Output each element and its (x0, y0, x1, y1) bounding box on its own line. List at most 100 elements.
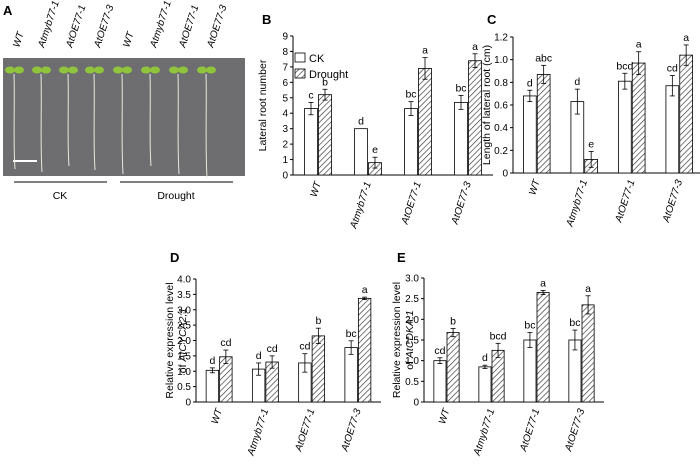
chart-e-ytick-label-4: 2.0 (405, 315, 419, 326)
chart-b-sig-letter-0-3: bc (455, 82, 466, 94)
chart-c-sig-letter-1-1: e (588, 138, 594, 150)
chart-b-sig-letter-0-2: bc (405, 89, 416, 101)
chart-e-category-label-1: Atmyb77-1 (472, 408, 498, 458)
photo-label-6: AtOE77-1 (177, 4, 201, 50)
chart-b-bar-1-0 (318, 94, 332, 176)
chart-b-category-label-2: AtOE77-1 (400, 181, 424, 227)
seedling-leaf-right-2 (68, 66, 78, 74)
photo-label-1: Atmyb77-1 (36, 0, 62, 50)
chart-b-ytick-label-4: 4 (282, 109, 288, 120)
chart-e-bar-1-1 (491, 349, 505, 403)
chart-b-ytick-label-8: 8 (282, 47, 288, 58)
group-label-ck: CK (53, 190, 68, 202)
photo-label-2: AtOE77-1 (64, 4, 88, 50)
chart-c-sig-letter-1-3: a (683, 32, 689, 44)
panel-label-c: C (487, 12, 497, 27)
chart-b-bar-1-3 (468, 60, 482, 176)
seedling-root-7 (205, 73, 208, 179)
chart-c-category-label-1: Atmyb77-1 (564, 179, 590, 229)
chart-e-bar-1-3 (581, 304, 595, 403)
seedling-leaf-right-5 (150, 66, 160, 74)
panel-label-d: D (170, 250, 179, 265)
chart-e-bar-0-0 (433, 360, 447, 403)
seedling-2 (59, 66, 78, 167)
chart-b-sig-letter-1-0: b (322, 76, 328, 88)
chart-c-bar-1-0 (536, 74, 551, 174)
chart-c-ytick-label-1: 0.2 (494, 146, 508, 157)
seedling-4 (113, 66, 132, 175)
chart-b-category-label-3: AtOE77-3 (450, 180, 474, 227)
chart-d-sig-letter-1-0: cd (220, 337, 231, 349)
seedling-leaf-left-4 (113, 66, 123, 74)
seedling-photo (3, 58, 245, 176)
chart-e-sig-letter-1-1: bcd (490, 330, 507, 342)
chart-b-ylabel-0: Lateral root number (257, 59, 269, 151)
seedling-5 (141, 66, 160, 167)
chart-b-ytick-label-9: 9 (282, 32, 288, 43)
seedling-root-2 (67, 73, 70, 167)
chart-c-ytick-label-6: 1.2 (494, 33, 508, 44)
chart-d-ytick-label-0: 0 (185, 398, 191, 409)
chart-d-ytick-label-4: 2.0 (177, 336, 191, 347)
legend-label-drought: Drought (309, 69, 348, 81)
chart-c-ytick-label-0: 0 (502, 169, 508, 180)
chart-b-category-label-0: WT (309, 180, 325, 199)
chart-b-ytick-label-7: 7 (282, 62, 288, 73)
chart-c-category-label-3: AtOE77-3 (661, 178, 685, 225)
chart-e-category-label-0: WT (437, 407, 453, 426)
chart-d-ylabel-1: of AtCYCA2;1 (177, 308, 189, 373)
chart-d-sig-letter-0-2: cd (299, 341, 310, 353)
chart-d-ylabel-0: Relative expression level (164, 282, 176, 398)
legend: CK Drought (294, 52, 348, 81)
chart-c-bar-0-3 (665, 85, 680, 174)
chart-c-ytick-label-2: 0.4 (494, 123, 508, 134)
photo-label-5: Atmyb77-1 (148, 0, 174, 50)
chart-d-sig-letter-1-1: cd (267, 343, 278, 355)
seedling-leaf-right-1 (41, 66, 51, 74)
chart-d-ytick-label-7: 3.5 (177, 290, 191, 301)
chart-d-ytick-label-2: 1.0 (177, 367, 191, 378)
seedling-leaf-left-3 (85, 66, 95, 74)
chart-d-bar-0-3 (344, 347, 358, 403)
chart-b-bar-1-2 (418, 68, 432, 176)
seedling-3 (85, 66, 104, 171)
chart-e-sig-letter-0-1: d (482, 352, 488, 364)
chart-b-ytick-label-5: 5 (282, 93, 288, 104)
chart-b: 0 1 2 3 4 5 6 7 8 9 Lateral root number cb WT d e Atmyb… (257, 32, 493, 231)
chart-d-category-label-0: WT (210, 407, 226, 426)
chart-b-ytick-label-2: 2 (282, 140, 288, 151)
chart-d-ytick-label-6: 3.0 (177, 305, 191, 316)
chart-c-category-label-0: WT (527, 178, 543, 197)
chart-c-category-label-2: AtOE77-1 (613, 179, 637, 225)
chart-b-ytick-label-6: 6 (282, 78, 288, 89)
chart-c-sig-letter-0-3: cd (667, 63, 678, 75)
chart-b-bar-0-0 (304, 108, 318, 176)
seedling-root-4 (121, 73, 124, 175)
chart-c-sig-letter-1-2: a (636, 39, 642, 51)
legend-swatch-ck (294, 52, 306, 63)
chart-d-category-label-2: AtOE77-1 (293, 408, 317, 454)
seedling-leaf-left-5 (141, 66, 151, 74)
chart-e-bar-1-2 (536, 292, 550, 403)
seedling-leaf-right-0 (14, 66, 24, 74)
chart-c-ytick-label-3: 0.6 (494, 101, 508, 112)
chart-e-ytick-label-5: 2.5 (405, 294, 419, 305)
seedling-1 (32, 66, 51, 173)
chart-e-bar-0-2 (523, 339, 537, 403)
chart-c-bar-1-2 (631, 62, 646, 174)
chart-c-sig-letter-0-2: bcd (616, 60, 633, 72)
chart-b-sig-letter-1-2: a (422, 45, 428, 57)
chart-d-sig-letter-1-2: b (315, 315, 321, 327)
seedling-root-5 (149, 73, 152, 167)
chart-b-ytick-label-1: 1 (282, 155, 288, 166)
chart-c-bar-1-3 (679, 54, 693, 174)
seedling-leaf-right-6 (178, 66, 188, 74)
photo-label-7: AtOE77-3 (205, 3, 229, 50)
panel-label-a: A (3, 3, 13, 18)
chart-d-ytick-label-1: 0.5 (177, 382, 191, 393)
chart-d-ytick-label-5: 2.5 (177, 321, 191, 332)
chart-d-sig-letter-1-3: a (362, 284, 368, 296)
chart-e-sig-letter-0-3: bc (569, 317, 580, 329)
